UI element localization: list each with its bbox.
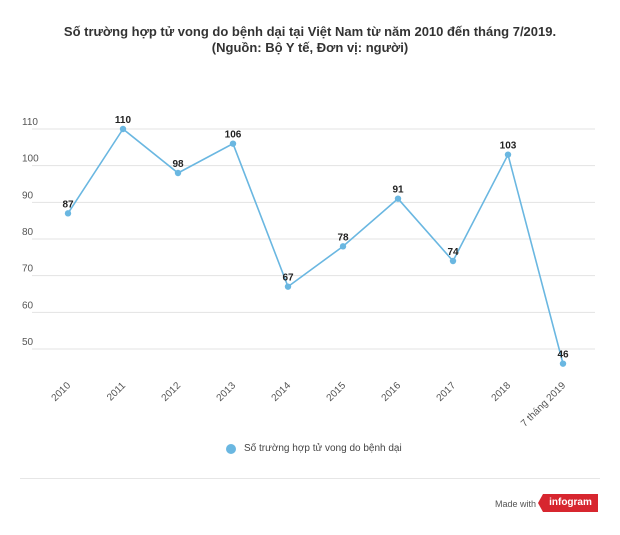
data-point — [64, 210, 72, 217]
data-label: 98 — [172, 159, 184, 170]
infogram-logo[interactable]: infogram — [538, 494, 598, 512]
data-point — [119, 125, 127, 133]
data-label: 103 — [500, 141, 517, 152]
data-label: 87 — [62, 199, 74, 210]
y-tick-label: 80 — [22, 227, 34, 238]
data-label: 91 — [392, 185, 404, 196]
footer-divider — [20, 478, 600, 479]
x-tick-label: 2017 — [435, 380, 459, 404]
y-tick-label: 100 — [22, 154, 39, 165]
x-tick-label: 2010 — [50, 380, 74, 404]
x-tick-label: 2014 — [270, 380, 294, 404]
y-tick-label: 60 — [22, 300, 34, 311]
y-tick-label: 90 — [22, 190, 34, 201]
chart-subtitle: (Nguồn: Bộ Y tế, Đơn vị: người) — [211, 40, 409, 55]
data-point — [504, 151, 512, 158]
data-point — [339, 243, 347, 250]
data-label: 46 — [557, 350, 569, 361]
data-label: 110 — [115, 115, 132, 126]
x-tick-label: 2016 — [380, 380, 404, 404]
data-point — [174, 169, 182, 177]
series-line — [67, 127, 564, 364]
y-tick-label: 50 — [22, 337, 34, 348]
data-point — [394, 195, 402, 202]
legend[interactable]: Số trường hợp tử vong do bệnh dại — [226, 443, 402, 454]
x-tick-label: 2013 — [215, 380, 239, 404]
chart-title: Số trường hợp tử vong do bệnh dại tại Vi… — [63, 24, 557, 39]
y-tick-label: 70 — [22, 264, 34, 275]
data-label: 106 — [225, 130, 242, 141]
legend-marker — [226, 443, 236, 454]
made-with-text: Made with — [495, 499, 537, 509]
data-point — [284, 283, 292, 290]
data-point — [449, 257, 457, 265]
data-point — [229, 140, 237, 147]
data-label: 78 — [337, 232, 349, 243]
legend-label: Số trường hợp tử vong do bệnh dại — [244, 443, 402, 454]
x-tick-label: 7 tháng 2019 — [519, 380, 568, 429]
x-tick-label: 2015 — [325, 380, 349, 404]
x-tick-label: 2018 — [490, 380, 514, 404]
data-point — [559, 360, 567, 367]
y-tick-label: 110 — [22, 117, 38, 128]
x-tick-label: 2012 — [160, 380, 184, 404]
data-label: 74 — [447, 247, 459, 258]
x-tick-label: 2011 — [105, 380, 128, 403]
data-label: 67 — [282, 273, 294, 284]
